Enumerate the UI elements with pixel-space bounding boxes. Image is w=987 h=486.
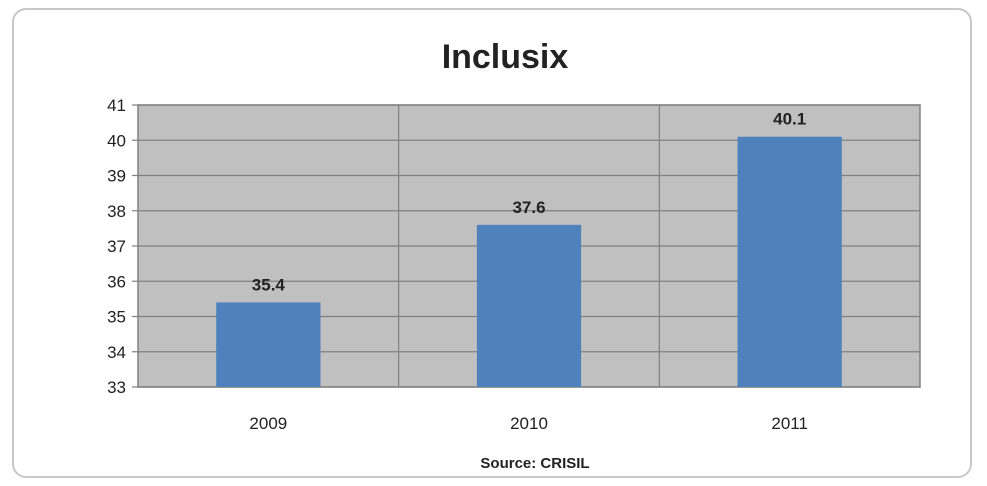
y-tick-label: 39	[107, 167, 126, 186]
y-tick-label: 36	[107, 272, 126, 291]
x-tick-label: 2010	[510, 414, 548, 433]
x-tick-label: 2009	[249, 414, 287, 433]
y-tick-label: 34	[107, 343, 126, 362]
data-label: 35.4	[252, 275, 286, 294]
data-label: 37.6	[512, 198, 545, 217]
y-tick-label: 40	[107, 131, 126, 150]
y-tick-label: 35	[107, 308, 126, 327]
plot-area: 33 34 35 36 37 38 39 40 41 35.4 2009 37.6 2010 40.1 20…	[107, 96, 921, 433]
data-label: 40.1	[773, 110, 806, 129]
source-note: Source: CRISIL	[480, 455, 589, 472]
bar-2010	[476, 224, 582, 387]
bar-2011	[737, 136, 842, 387]
y-tick-label: 41	[107, 96, 126, 115]
x-tick-label: 2011	[771, 414, 808, 433]
y-tick-label: 33	[107, 378, 126, 397]
bar-2009	[216, 302, 321, 387]
y-tick-label: 38	[107, 202, 126, 221]
chart-title: Inclusix	[442, 38, 569, 76]
y-tick-label: 37	[107, 237, 126, 256]
